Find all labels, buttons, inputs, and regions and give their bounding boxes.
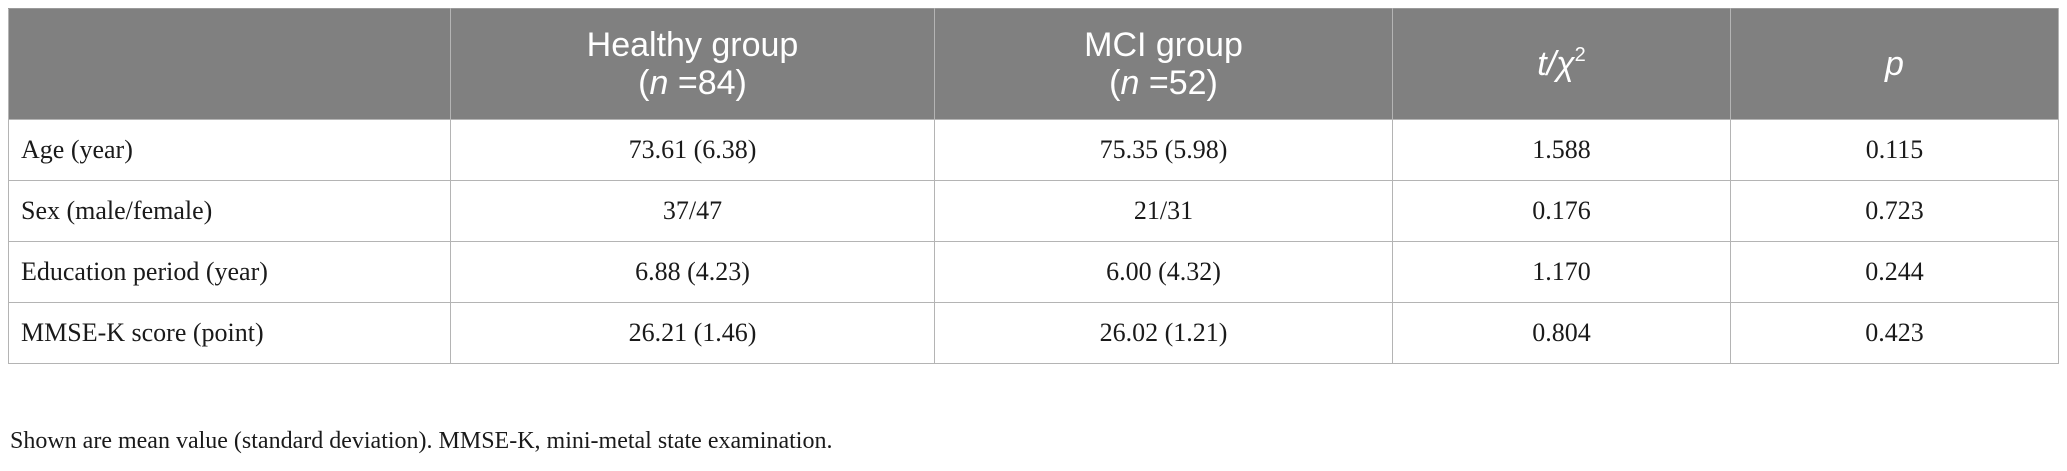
header-healthy-group: Healthy group (n =84) [450, 8, 935, 120]
header-row: Healthy group (n =84) MCI group (n =52) … [8, 8, 2059, 120]
header-test-statistic: t/χ2 [1392, 8, 1731, 120]
table-footnote: Shown are mean value (standard deviation… [10, 428, 833, 454]
header-stat-symbol: t/χ [1537, 45, 1575, 83]
header-healthy-title: Healthy group [586, 26, 799, 64]
row-label: Age (year) [8, 119, 451, 181]
table-header: Healthy group (n =84) MCI group (n =52) … [8, 8, 2059, 120]
stat-value: 0.804 [1392, 302, 1731, 364]
mci-value: 6.00 (4.32) [934, 241, 1393, 303]
stat-value: 1.588 [1392, 119, 1731, 181]
row-label: Sex (male/female) [8, 180, 451, 242]
healthy-value: 37/47 [450, 180, 935, 242]
row-label: Education period (year) [8, 241, 451, 303]
stat-value: 1.170 [1392, 241, 1731, 303]
header-stat-superscript: 2 [1574, 44, 1586, 66]
table-row: Sex (male/female) 37/47 21/31 0.176 0.72… [8, 180, 2059, 242]
table-row: Education period (year) 6.88 (4.23) 6.00… [8, 241, 2059, 303]
demographics-table: Healthy group (n =84) MCI group (n =52) … [8, 8, 2059, 364]
header-empty-cell [8, 8, 451, 120]
mci-value: 75.35 (5.98) [934, 119, 1393, 181]
p-value: 0.244 [1730, 241, 2059, 303]
table-body: Age (year) 73.61 (6.38) 75.35 (5.98) 1.5… [8, 119, 2059, 364]
header-mci-title: MCI group [1084, 26, 1243, 64]
header-p-value: p [1730, 8, 2059, 120]
mci-value: 26.02 (1.21) [934, 302, 1393, 364]
n-symbol: n [649, 64, 669, 102]
header-p-symbol: p [1885, 45, 1904, 83]
p-value: 0.423 [1730, 302, 2059, 364]
p-value: 0.723 [1730, 180, 2059, 242]
mci-value: 21/31 [934, 180, 1393, 242]
n-symbol: n [1120, 64, 1140, 102]
stat-value: 0.176 [1392, 180, 1731, 242]
healthy-value: 6.88 (4.23) [450, 241, 935, 303]
header-mci-n: (n =52) [1109, 64, 1218, 102]
healthy-value: 26.21 (1.46) [450, 302, 935, 364]
row-label: MMSE-K score (point) [8, 302, 451, 364]
header-mci-group: MCI group (n =52) [934, 8, 1393, 120]
table-row: MMSE-K score (point) 26.21 (1.46) 26.02 … [8, 302, 2059, 364]
table-row: Age (year) 73.61 (6.38) 75.35 (5.98) 1.5… [8, 119, 2059, 181]
healthy-value: 73.61 (6.38) [450, 119, 935, 181]
p-value: 0.115 [1730, 119, 2059, 181]
header-healthy-n: (n =84) [638, 64, 747, 102]
